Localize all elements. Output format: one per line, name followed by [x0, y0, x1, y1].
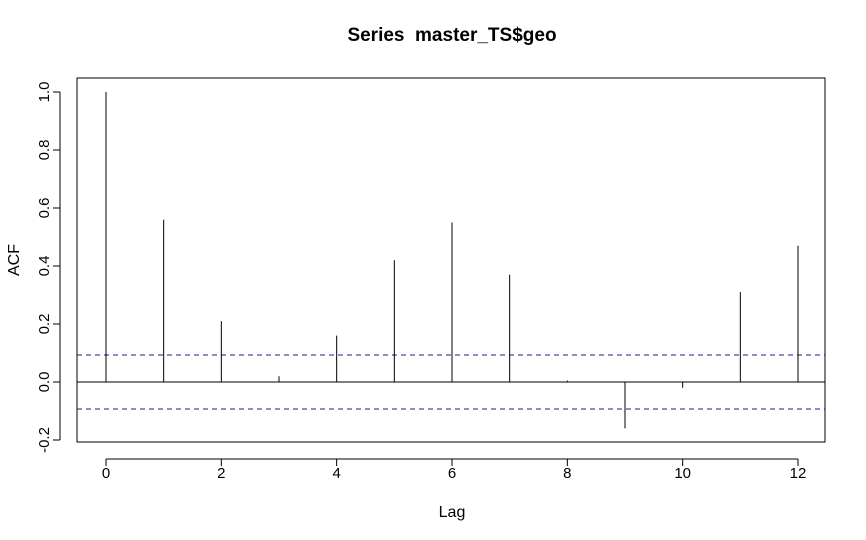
acf-spikes [105, 92, 799, 429]
x-tick-label: 10 [674, 465, 691, 482]
x-tick-label: 2 [217, 465, 225, 482]
x-tick-label: 12 [790, 465, 807, 482]
reference-lines [77, 354, 825, 410]
y-tick-label: -0.2 [36, 427, 53, 453]
x-axis: 0 2 4 6 8 10 12 [102, 458, 807, 482]
x-axis-label: Lag [439, 504, 466, 521]
y-tick-label: 1.0 [36, 82, 53, 103]
y-axis: -0.2 0.0 0.2 0.4 0.6 0.8 1.0 [36, 82, 61, 453]
x-tick-label: 8 [563, 465, 571, 482]
y-axis-label: ACF [6, 244, 23, 276]
y-tick-label: 0.6 [36, 198, 53, 219]
y-tick-label: 0.0 [36, 372, 53, 393]
y-tick-label: 0.8 [36, 140, 53, 161]
x-tick-label: 0 [102, 465, 110, 482]
plot-frame [76, 77, 826, 443]
x-tick-label: 4 [332, 465, 340, 482]
y-tick-label: 0.2 [36, 314, 53, 335]
x-tick-label: 6 [448, 465, 456, 482]
chart-title: Series master_TS$geo [347, 25, 556, 46]
y-tick-label: 0.4 [36, 256, 53, 277]
